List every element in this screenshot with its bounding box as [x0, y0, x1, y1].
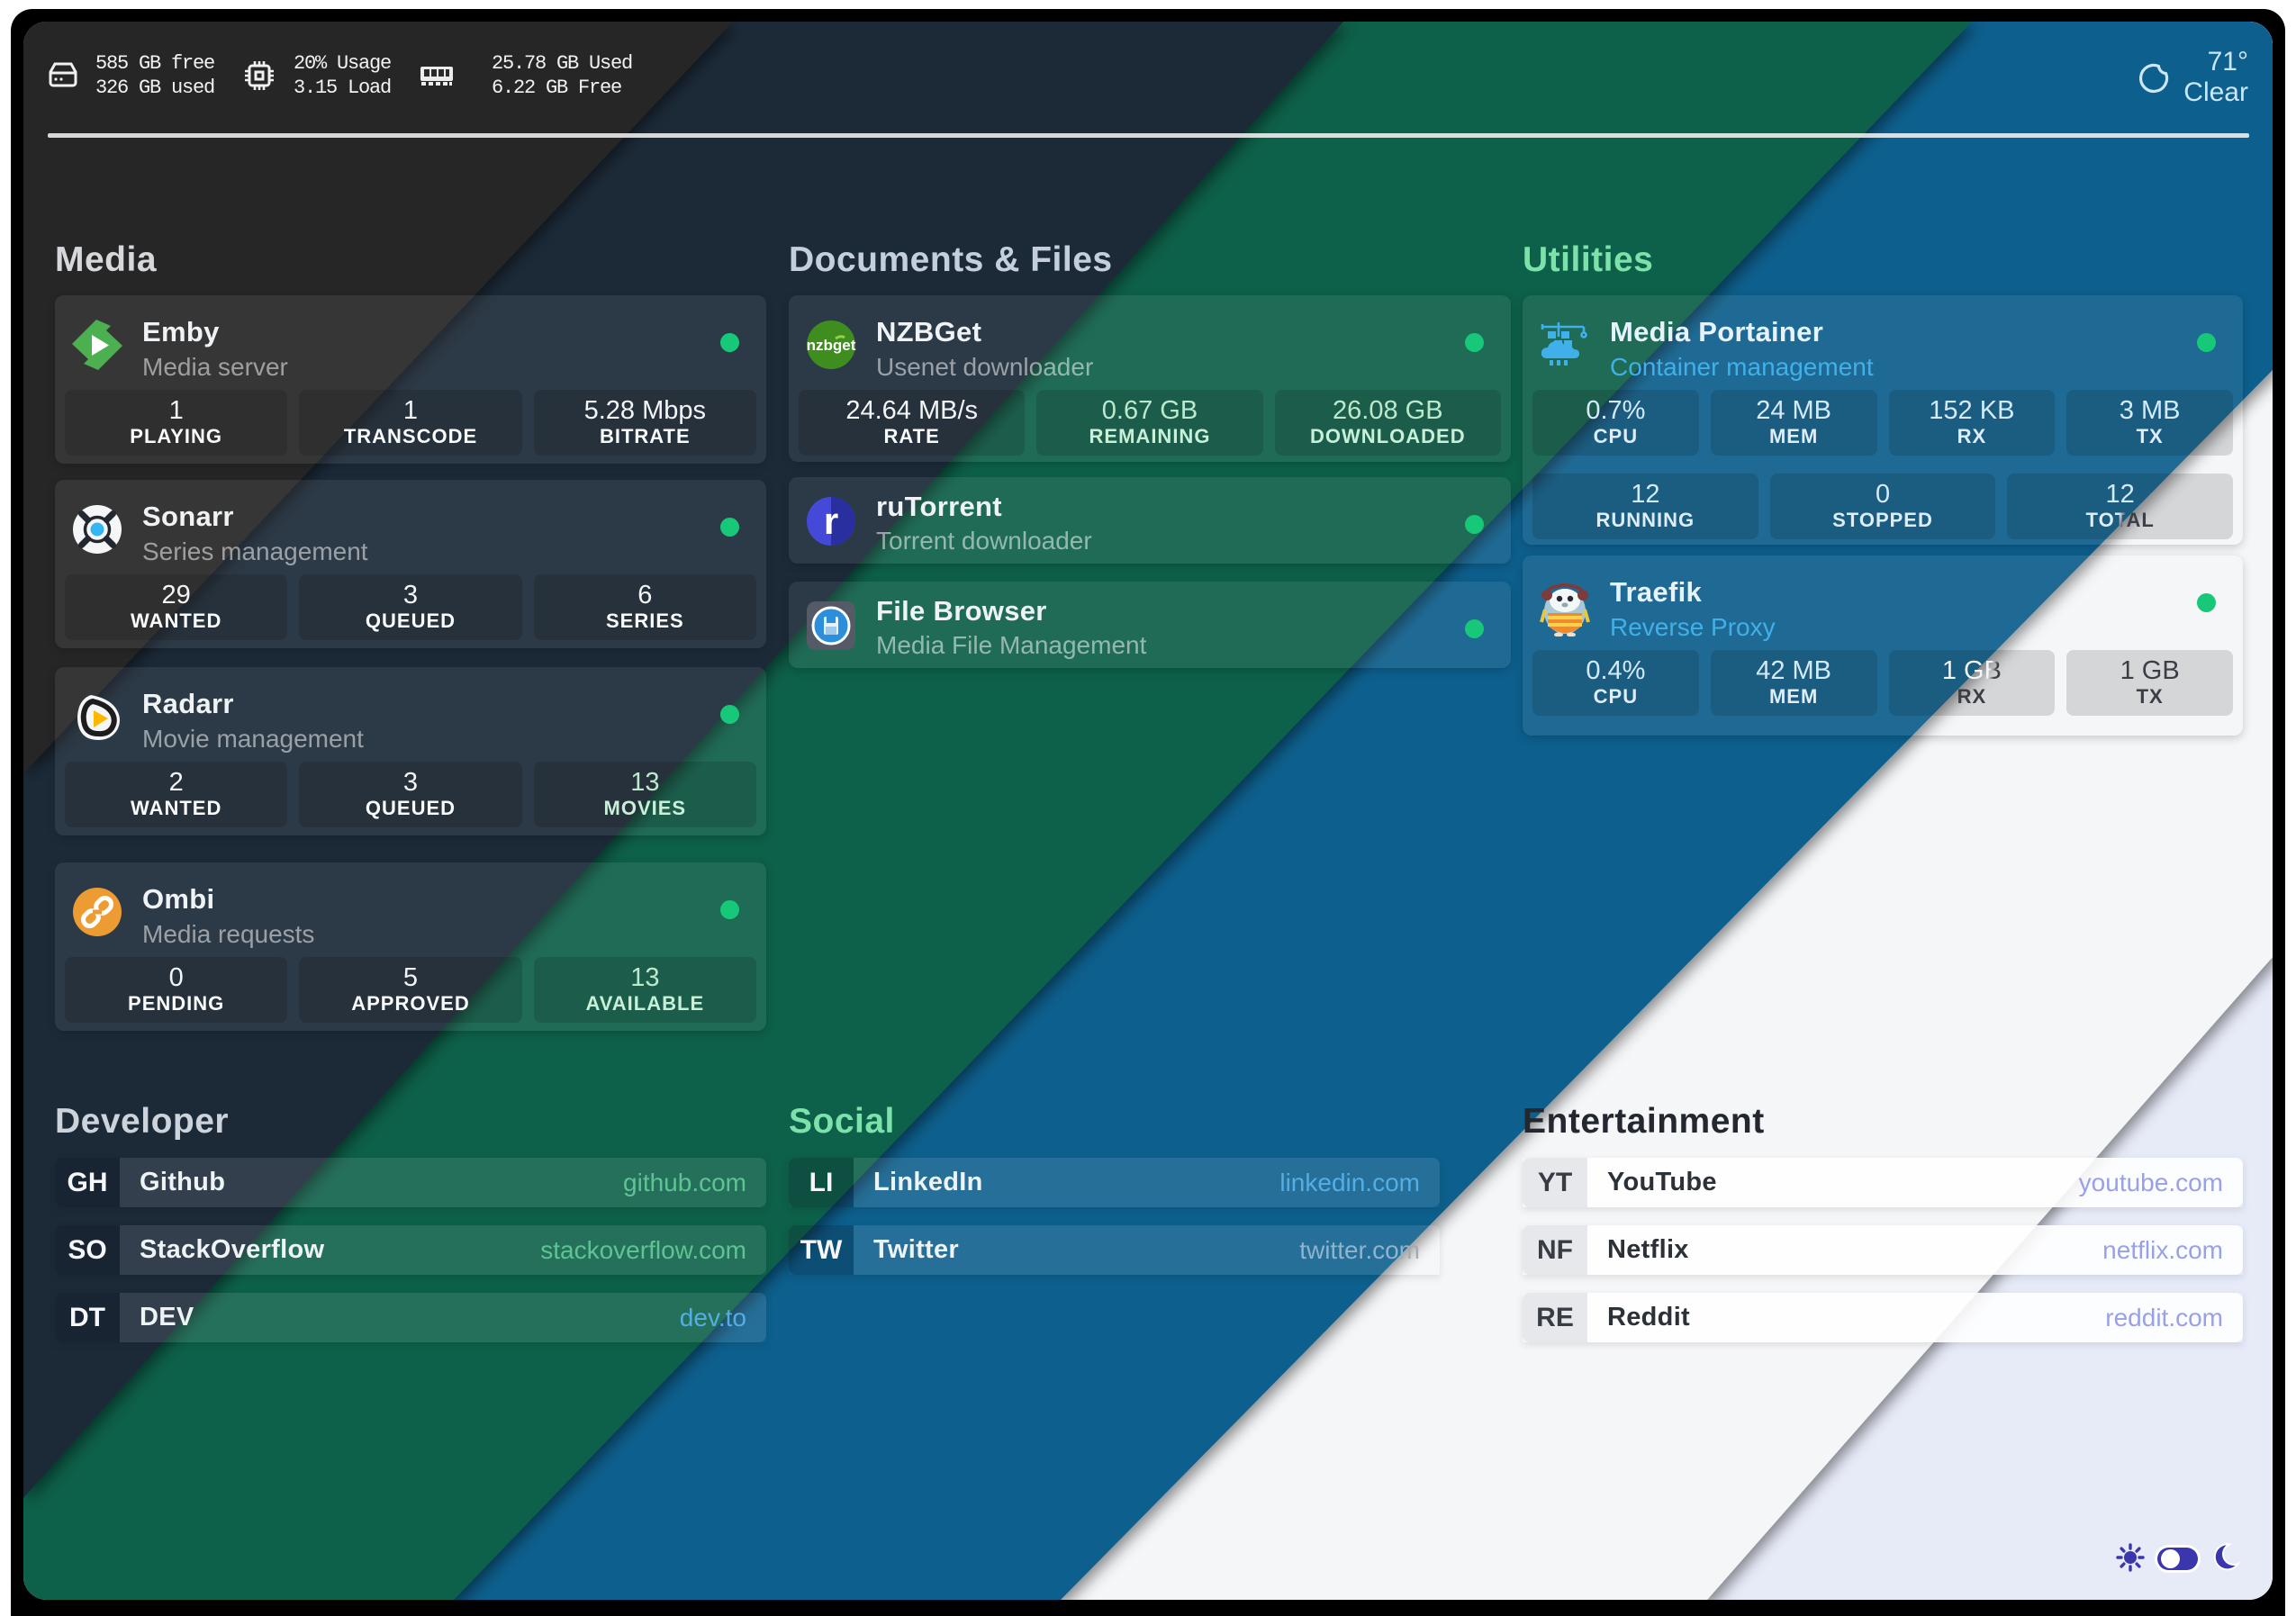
svg-text:r: r — [824, 500, 838, 542]
svg-text:nzbget: nzbget — [807, 337, 856, 354]
